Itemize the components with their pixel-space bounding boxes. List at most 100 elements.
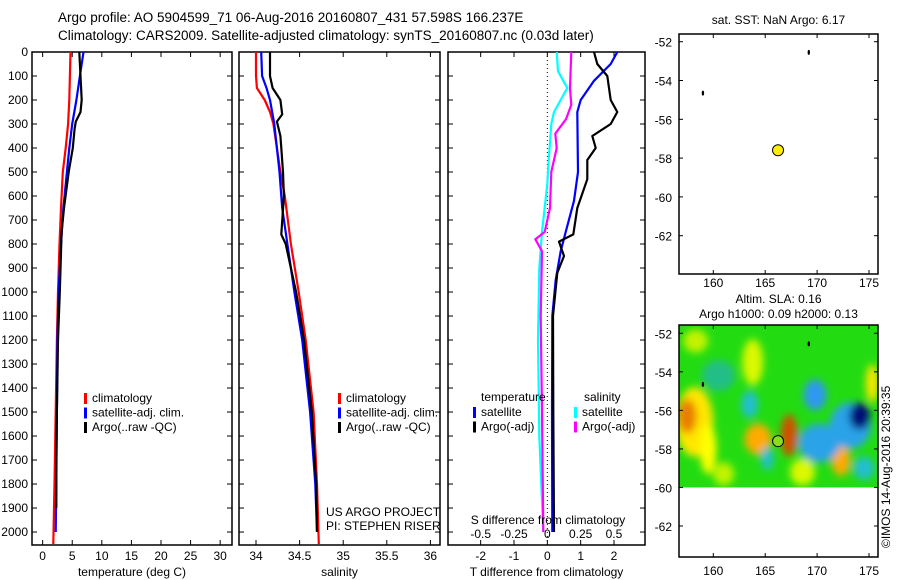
- sla-anomaly-cell: [699, 423, 717, 474]
- temperature-profile-panel: 0100200300400500600700800900100011001200…: [1, 45, 233, 579]
- sla-anomaly-cell: [683, 329, 709, 353]
- series-line-argo-adj-: [551, 51, 619, 533]
- legend-header-temperature: temperature: [481, 390, 546, 404]
- lat-tick-label: -58: [655, 152, 673, 166]
- y-tick-label: 800: [8, 237, 28, 251]
- x-tick-label: 20: [154, 549, 168, 563]
- lat-tick-label: -60: [655, 481, 673, 495]
- y-tick-label: 1200: [1, 333, 28, 347]
- figure-title-line1: Argo profile: AO 5904599_71 06-Aug-2016 …: [58, 10, 523, 25]
- legend-label: satellite: [582, 405, 623, 419]
- legend-label: climatology: [346, 391, 406, 405]
- map-subtitle: Argo h1000: 0.09 h2000: 0.13: [699, 307, 858, 321]
- sla-anomaly-cell: [679, 398, 697, 434]
- series-line-argo-raw-qc-: [268, 52, 319, 533]
- sla-anomaly-cell: [849, 402, 871, 430]
- legend-swatch: [338, 407, 341, 419]
- sla-anomaly-cell: [803, 379, 827, 411]
- lat-tick-label: -54: [655, 75, 673, 89]
- y-tick-label: 400: [8, 141, 28, 155]
- argo-position-marker: [772, 435, 785, 448]
- y-tick-label: 700: [8, 213, 28, 227]
- series-line-climatology: [52, 51, 72, 545]
- y-tick-label: 600: [8, 189, 28, 203]
- x-tick-label: 0: [544, 549, 551, 563]
- y-tick-label: 500: [8, 165, 28, 179]
- lat-tick-label: -58: [655, 443, 673, 457]
- lat-tick-label: -52: [655, 327, 673, 341]
- lat-tick-label: -56: [655, 113, 673, 127]
- x-tick-label: 5: [69, 549, 76, 563]
- y-tick-label: 1900: [1, 501, 28, 515]
- x-tick-label: 35.5: [375, 549, 399, 563]
- lon-tick-label: 160: [703, 564, 723, 578]
- x-axis-label: salinity: [321, 565, 358, 579]
- x-tick-label: 1: [577, 549, 584, 563]
- series-line-satellite: [536, 51, 569, 533]
- legend-swatch: [338, 422, 341, 433]
- x-tick-label: 36: [424, 549, 438, 563]
- sla-map-panel: 160 165 170 175 -52 -54 -56 -58 -60 -62 Altim. SLA…: [655, 292, 880, 578]
- map-title: Altim. SLA: 0.16: [735, 292, 821, 306]
- x2-tick-label: 0.5: [606, 527, 623, 541]
- lat-tick-label: -52: [655, 36, 673, 50]
- legend-swatch: [473, 407, 476, 418]
- island-marker: [701, 90, 705, 96]
- map-title: sat. SST: NaN Argo: 6.17: [712, 13, 846, 27]
- lat-tick-label: -62: [655, 230, 673, 244]
- series-line-argo-raw-qc-: [55, 51, 83, 508]
- map-frame: [678, 33, 879, 275]
- sla-heatmap: [679, 325, 878, 488]
- legend-label: satellite: [481, 405, 522, 419]
- x-tick-label: 0: [39, 549, 46, 563]
- sla-anomaly-cell: [790, 458, 816, 486]
- project-note: US ARGO PROJECT: [326, 505, 441, 519]
- x-tick-label: 34.5: [288, 549, 312, 563]
- lat-tick-label: -56: [655, 404, 673, 418]
- sla-anomaly-cell: [741, 391, 758, 419]
- legend-swatch: [84, 393, 87, 404]
- lon-tick-label: 165: [755, 276, 775, 290]
- lon-tick-label: 160: [703, 276, 723, 290]
- sla-anomaly-cell: [744, 423, 772, 455]
- x-tick-label: 15: [125, 549, 139, 563]
- x2-axis-label: S difference from climatology: [471, 513, 626, 527]
- difference-profile-panel: -2 -1 0 1 2 T difference from climatology temp…: [447, 51, 646, 579]
- x2-tick-label: 0: [544, 527, 551, 541]
- sla-anomaly-cell: [780, 414, 798, 457]
- y-tick-label: 200: [8, 93, 28, 107]
- map-frame: [678, 324, 879, 558]
- plot-frame: [31, 51, 233, 546]
- imos-timestamp: ©IMOS 14-Aug-2016 20:39:35: [879, 385, 893, 548]
- island-marker: [807, 49, 810, 55]
- x-axis-label: T difference from climatology: [470, 565, 624, 579]
- x2-tick-label: 0.25: [569, 527, 593, 541]
- legend-label: satellite-adj. clim.: [92, 406, 184, 420]
- figure-title-line2: Climatology: CARS2009. Satellite-adjuste…: [58, 28, 594, 43]
- island-marker: [807, 341, 810, 347]
- y-tick-label: 1100: [2, 309, 28, 323]
- lon-tick-label: 170: [807, 564, 827, 578]
- sst-map-panel: 160 165 170 175 -52 -54 -56 -58 -60 -62 sat. SST: …: [655, 13, 880, 290]
- x-tick-label: 35: [337, 549, 351, 563]
- x-tick-label: 25: [184, 549, 198, 563]
- lon-tick-label: 175: [859, 276, 879, 290]
- x-tick-label: -1: [509, 549, 520, 563]
- lat-tick-label: -62: [655, 520, 673, 534]
- legend-label: Argo(-adj): [481, 420, 534, 434]
- lat-tick-label: -60: [655, 191, 673, 205]
- x2-tick-label: -0.5: [470, 527, 491, 541]
- sla-anomaly-cell: [761, 446, 774, 471]
- legend-label: Argo(..raw -QC): [92, 420, 177, 434]
- argo-position-marker: [772, 144, 785, 157]
- sla-anomaly-cell: [865, 364, 878, 403]
- lon-tick-label: 175: [859, 564, 879, 578]
- legend-label: Argo(-adj): [582, 420, 635, 434]
- salinity-profile-panel: 34 34.5 35 35.5 36 salinity climatologysatelli…: [238, 51, 441, 579]
- y-tick-label: 1000: [1, 285, 28, 299]
- y-tick-label: 1600: [1, 429, 28, 443]
- legend-swatch: [574, 421, 577, 433]
- y-tick-label: 1500: [1, 405, 28, 419]
- y-tick-label: 300: [8, 117, 28, 131]
